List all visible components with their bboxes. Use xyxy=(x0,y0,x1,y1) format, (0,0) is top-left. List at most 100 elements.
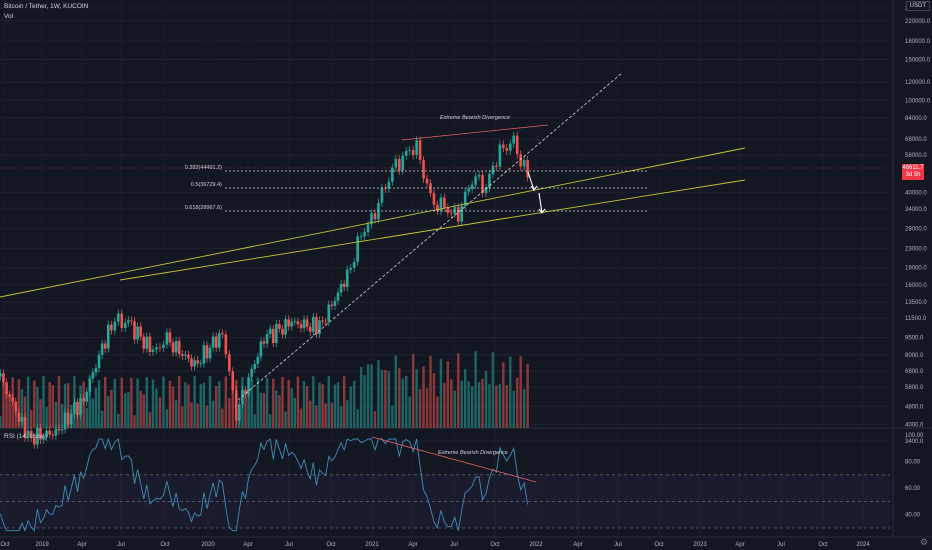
candle-body xyxy=(391,167,394,182)
candle-body xyxy=(123,322,127,328)
candle-body xyxy=(51,434,55,436)
candle-body xyxy=(145,336,149,349)
volume-bar xyxy=(26,376,30,428)
candle-body xyxy=(333,300,337,306)
volume-bar xyxy=(293,397,297,428)
candle-body xyxy=(208,347,212,359)
candle-body xyxy=(63,412,67,430)
candle-body xyxy=(491,165,495,175)
time-tick-label: Jul xyxy=(450,542,458,548)
candle-body xyxy=(318,320,321,335)
candle-body xyxy=(151,349,155,352)
candle-body xyxy=(387,181,391,189)
volume-bar xyxy=(100,410,104,428)
candle-body xyxy=(519,154,522,167)
candle-body xyxy=(171,342,175,353)
volume-bar xyxy=(384,369,387,428)
candle-body xyxy=(155,347,158,350)
volume-bar xyxy=(51,385,54,428)
volume-bar xyxy=(356,409,359,428)
candle-body xyxy=(168,332,172,343)
candle-body xyxy=(401,155,405,171)
candle-body xyxy=(363,232,366,237)
time-tick-label: Oct xyxy=(160,542,170,548)
candle-body xyxy=(345,269,349,287)
candle-body xyxy=(299,324,303,329)
volume-bar xyxy=(305,386,309,428)
price-tick-label: 58000.0 xyxy=(905,153,927,159)
candle-body xyxy=(69,413,73,425)
volume-bar xyxy=(23,396,27,428)
candle-body xyxy=(217,333,221,348)
volume-bar xyxy=(244,395,247,428)
candle-body xyxy=(265,334,269,344)
volume-bar xyxy=(377,360,380,428)
volume-bar xyxy=(333,384,337,428)
candle-body xyxy=(515,135,519,155)
volume-bar xyxy=(54,402,58,428)
candle-body xyxy=(2,373,5,383)
volume-bar xyxy=(193,376,196,428)
quote-currency-badge[interactable]: USDT xyxy=(905,1,930,11)
candle-body xyxy=(91,372,95,379)
candle-body xyxy=(228,354,231,372)
candle-body xyxy=(460,205,464,222)
gear-icon[interactable]: ⚙ xyxy=(920,537,929,547)
volume-bar xyxy=(498,384,502,428)
candle-body xyxy=(190,358,193,367)
candle-body xyxy=(463,191,467,206)
down-arrow-2 xyxy=(538,192,543,214)
price-tick-label: 3400.0 xyxy=(905,439,924,445)
candle-body xyxy=(380,187,384,203)
candle-body xyxy=(29,431,33,438)
price-tick-label: 23000.0 xyxy=(905,246,927,252)
volume-bar xyxy=(352,380,356,428)
candle-body xyxy=(287,319,290,327)
time-tick-label: Apr xyxy=(735,542,744,548)
candle-body xyxy=(394,158,398,168)
volume-bar xyxy=(199,384,202,428)
volume-bar xyxy=(278,395,281,428)
candle-body xyxy=(244,389,247,395)
candle-body xyxy=(117,313,120,322)
volume-bar xyxy=(373,411,377,428)
volume-bar xyxy=(315,405,318,428)
volume-bar xyxy=(265,377,269,428)
volume-bar xyxy=(370,364,373,428)
candle-body xyxy=(60,429,64,431)
time-tick-label: Jul xyxy=(614,542,622,548)
volume-bar xyxy=(309,400,312,428)
candle-body xyxy=(488,174,491,188)
candle-body xyxy=(305,319,309,327)
price-tick-label: 100000.0 xyxy=(905,98,931,104)
volume-bar xyxy=(366,364,370,428)
volume-bar xyxy=(33,380,36,428)
volume-bar xyxy=(133,415,136,428)
candle-body xyxy=(202,345,206,364)
down-arrow-1-head xyxy=(530,185,538,191)
rsi-title: RSI (14, close) xyxy=(4,433,47,440)
candle-body xyxy=(281,328,284,335)
candle-body xyxy=(23,416,27,438)
volume-bar xyxy=(91,398,95,428)
price-tick-label: 6800.0 xyxy=(905,369,924,375)
candle-body xyxy=(36,427,39,445)
volume-bar xyxy=(488,384,491,428)
volume-bar xyxy=(324,403,327,428)
volume-bar xyxy=(502,362,505,428)
candle-body xyxy=(174,340,178,353)
rsi-tick-label: 100.00 xyxy=(905,433,924,439)
time-tick-label: Oct xyxy=(0,542,10,548)
volume-bar xyxy=(17,379,21,428)
candle-body xyxy=(327,304,331,323)
volume-bar xyxy=(299,408,303,428)
candle-body xyxy=(79,398,82,416)
volume-bar xyxy=(231,388,234,428)
candle-body xyxy=(193,360,196,367)
volume-bar xyxy=(88,376,91,428)
volume-bar xyxy=(184,382,187,428)
volume-bar xyxy=(432,373,436,428)
volume-bar xyxy=(349,386,352,428)
volume-bar xyxy=(130,377,133,428)
